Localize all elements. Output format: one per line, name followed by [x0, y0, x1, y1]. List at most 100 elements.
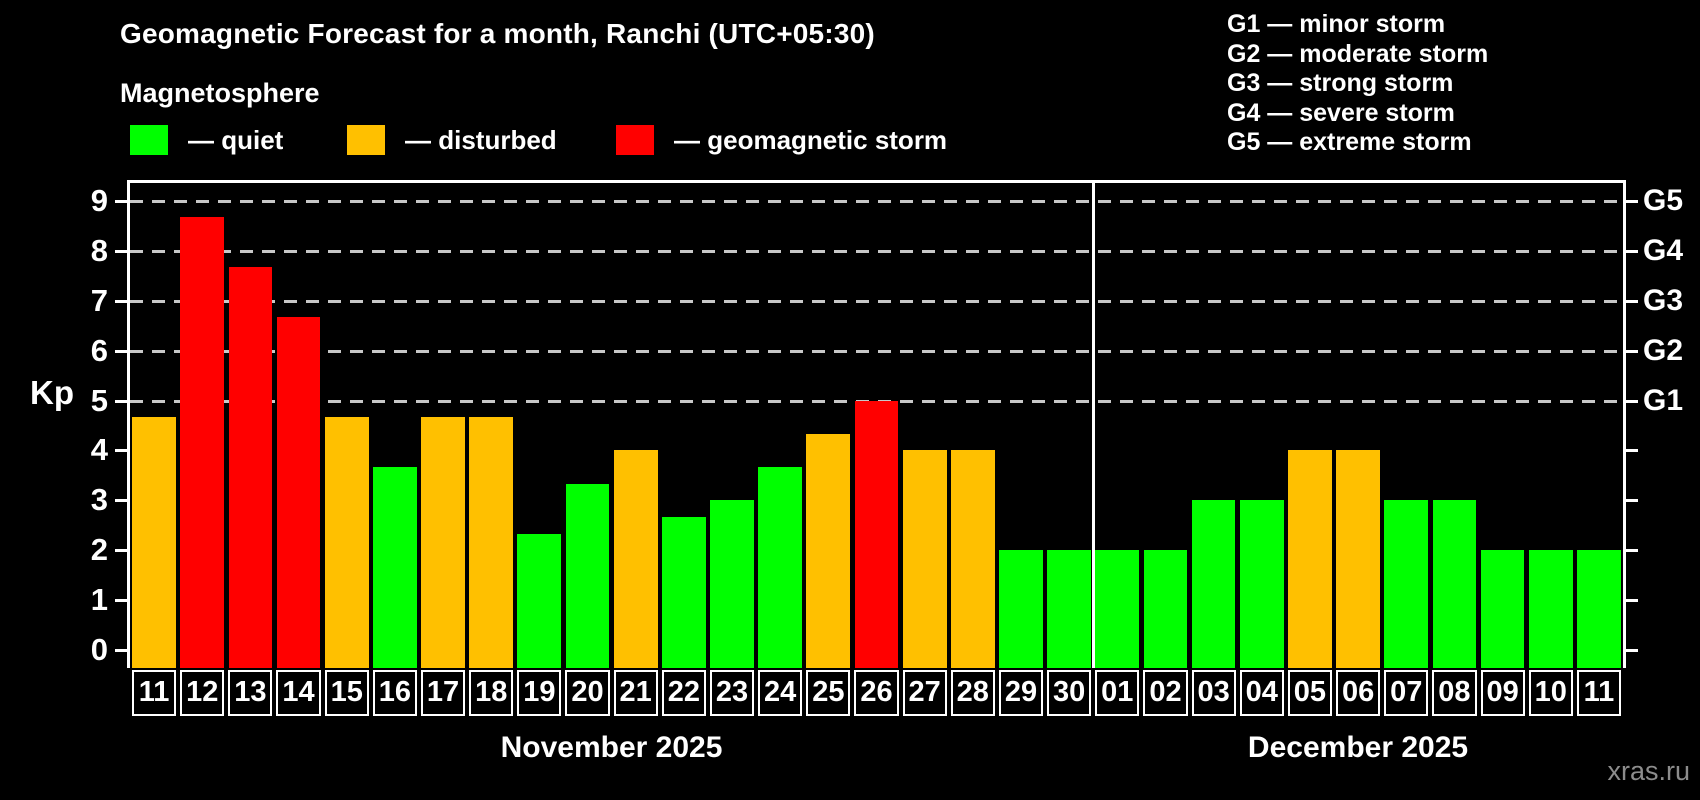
kp-bar-day-10 [1528, 550, 1573, 668]
y-axis-tick-left [115, 449, 127, 453]
kp-bar-day-25 [806, 433, 851, 668]
g-legend-line-4: G4 — severe storm [1227, 98, 1455, 127]
day-label: 01 [1095, 670, 1140, 716]
month-separator [1091, 183, 1095, 668]
y-axis-tick-left [115, 349, 127, 353]
y-axis-tick-right [1626, 549, 1638, 553]
day-label: 09 [1480, 670, 1525, 716]
kp-bar-day-24 [758, 466, 803, 668]
day-label: 29 [998, 670, 1044, 716]
kp-bar-day-09 [1480, 550, 1525, 668]
day-label: 03 [1191, 670, 1236, 716]
day-label: 20 [565, 670, 610, 716]
y-axis-tick-left [115, 299, 127, 303]
day-label: 23 [709, 670, 755, 716]
day-label: 25 [806, 670, 851, 716]
y-axis-tick-right [1626, 299, 1638, 303]
kp-axis-title: Kp [30, 374, 74, 411]
day-label: 11 [132, 670, 177, 716]
gridline-kp7 [130, 299, 1623, 303]
page-title: Geomagnetic Forecast for a month, Ranchi… [120, 18, 875, 49]
quiet-swatch [130, 125, 168, 155]
day-label: 22 [661, 670, 706, 716]
kp-bar-day-08 [1432, 500, 1477, 668]
month-label-november: November 2025 [500, 731, 723, 764]
day-label: 04 [1239, 670, 1284, 716]
y-axis-label-1: 1 [90, 582, 108, 618]
chart-subtitle: Magnetosphere [120, 78, 320, 108]
kp-bar-day-14 [276, 317, 321, 668]
day-label: 13 [228, 670, 273, 716]
kp-bar-day-26 [854, 400, 899, 668]
kp-bar-day-04 [1239, 500, 1284, 668]
day-label: 28 [950, 670, 995, 716]
g-axis-label-g2: G2 [1643, 333, 1684, 367]
day-label: 02 [1143, 670, 1188, 716]
day-label: 08 [1432, 670, 1477, 716]
disturbed-swatch [347, 125, 385, 155]
day-label: 06 [1336, 670, 1381, 716]
storm-swatch [616, 125, 654, 155]
kp-bar-day-22 [661, 516, 706, 668]
kp-bar-day-11 [1577, 550, 1621, 668]
watermark: xras.ru [1607, 756, 1690, 786]
kp-bar-day-07 [1384, 500, 1429, 668]
y-axis-label-4: 4 [90, 432, 108, 468]
y-axis-tick-left [115, 499, 127, 503]
kp-bar-day-12 [180, 217, 225, 668]
kp-bar-day-23 [710, 500, 754, 668]
g-scale-legend: G1 — minor storm G2 — moderate storm G3 — … [1227, 10, 1488, 158]
y-axis-tick-left [115, 249, 127, 253]
gridline-kp9 [130, 200, 1623, 203]
kp-bar-day-16 [373, 466, 417, 668]
kp-bar-day-18 [469, 417, 514, 668]
y-axis-tick-left [115, 649, 127, 652]
g-axis-label-g5: G5 [1643, 184, 1684, 217]
day-label: 10 [1528, 670, 1573, 716]
kp-bar-day-13 [228, 267, 273, 668]
day-label: 17 [420, 670, 466, 716]
day-label: 18 [469, 670, 514, 716]
y-axis-tick-right [1626, 399, 1638, 403]
g-legend-line-2: G2 — moderate storm [1227, 39, 1489, 68]
legend-item-quiet: — quiet [130, 124, 283, 156]
g-legend-line-5: G5 — extreme storm [1227, 128, 1472, 156]
day-label: 26 [854, 670, 899, 716]
legend-item-label: — disturbed [405, 124, 557, 155]
kp-bar-day-11 [132, 417, 176, 668]
y-axis-label-2: 2 [90, 532, 108, 568]
day-label: 11 [1576, 670, 1621, 716]
kp-bar-day-17 [421, 417, 465, 668]
day-label: 07 [1384, 670, 1429, 716]
y-axis-tick-left [115, 549, 127, 553]
day-label: 12 [180, 670, 225, 716]
y-axis-label-6: 6 [90, 332, 108, 368]
month-label-december: December 2025 [1247, 731, 1469, 764]
kp-bar-day-21 [613, 450, 658, 668]
gridline-kp8 [130, 249, 1623, 253]
g-axis-label-g3: G3 [1643, 283, 1684, 317]
y-axis-label-0: 0 [90, 632, 108, 667]
kp-bar-day-05 [1288, 450, 1332, 668]
day-label: 14 [276, 670, 321, 716]
g-legend-line-1: G1 — minor storm [1227, 10, 1446, 38]
y-axis-tick-right [1626, 249, 1638, 253]
day-label: 15 [324, 670, 369, 716]
kp-bar-day-30 [1047, 550, 1091, 668]
gridline-kp6 [130, 349, 1623, 353]
y-axis-label-7: 7 [90, 282, 108, 318]
g-legend-line-3: G3 — strong storm [1227, 69, 1454, 97]
day-label: 19 [517, 670, 562, 716]
kp-bar-day-20 [565, 483, 610, 668]
kp-bar-day-03 [1191, 500, 1236, 668]
y-axis-tick-right [1626, 200, 1638, 203]
kp-bar-day-02 [1143, 550, 1188, 668]
y-axis-label-9: 9 [90, 183, 108, 218]
kp-legend: — quiet — disturbed — geomagnetic storm [0, 124, 1100, 160]
kp-bar-day-01 [1095, 550, 1140, 668]
day-label: 24 [758, 670, 803, 716]
y-axis-tick-right [1626, 649, 1638, 652]
kp-bar-day-06 [1336, 450, 1380, 668]
y-axis-tick-right [1626, 449, 1638, 453]
